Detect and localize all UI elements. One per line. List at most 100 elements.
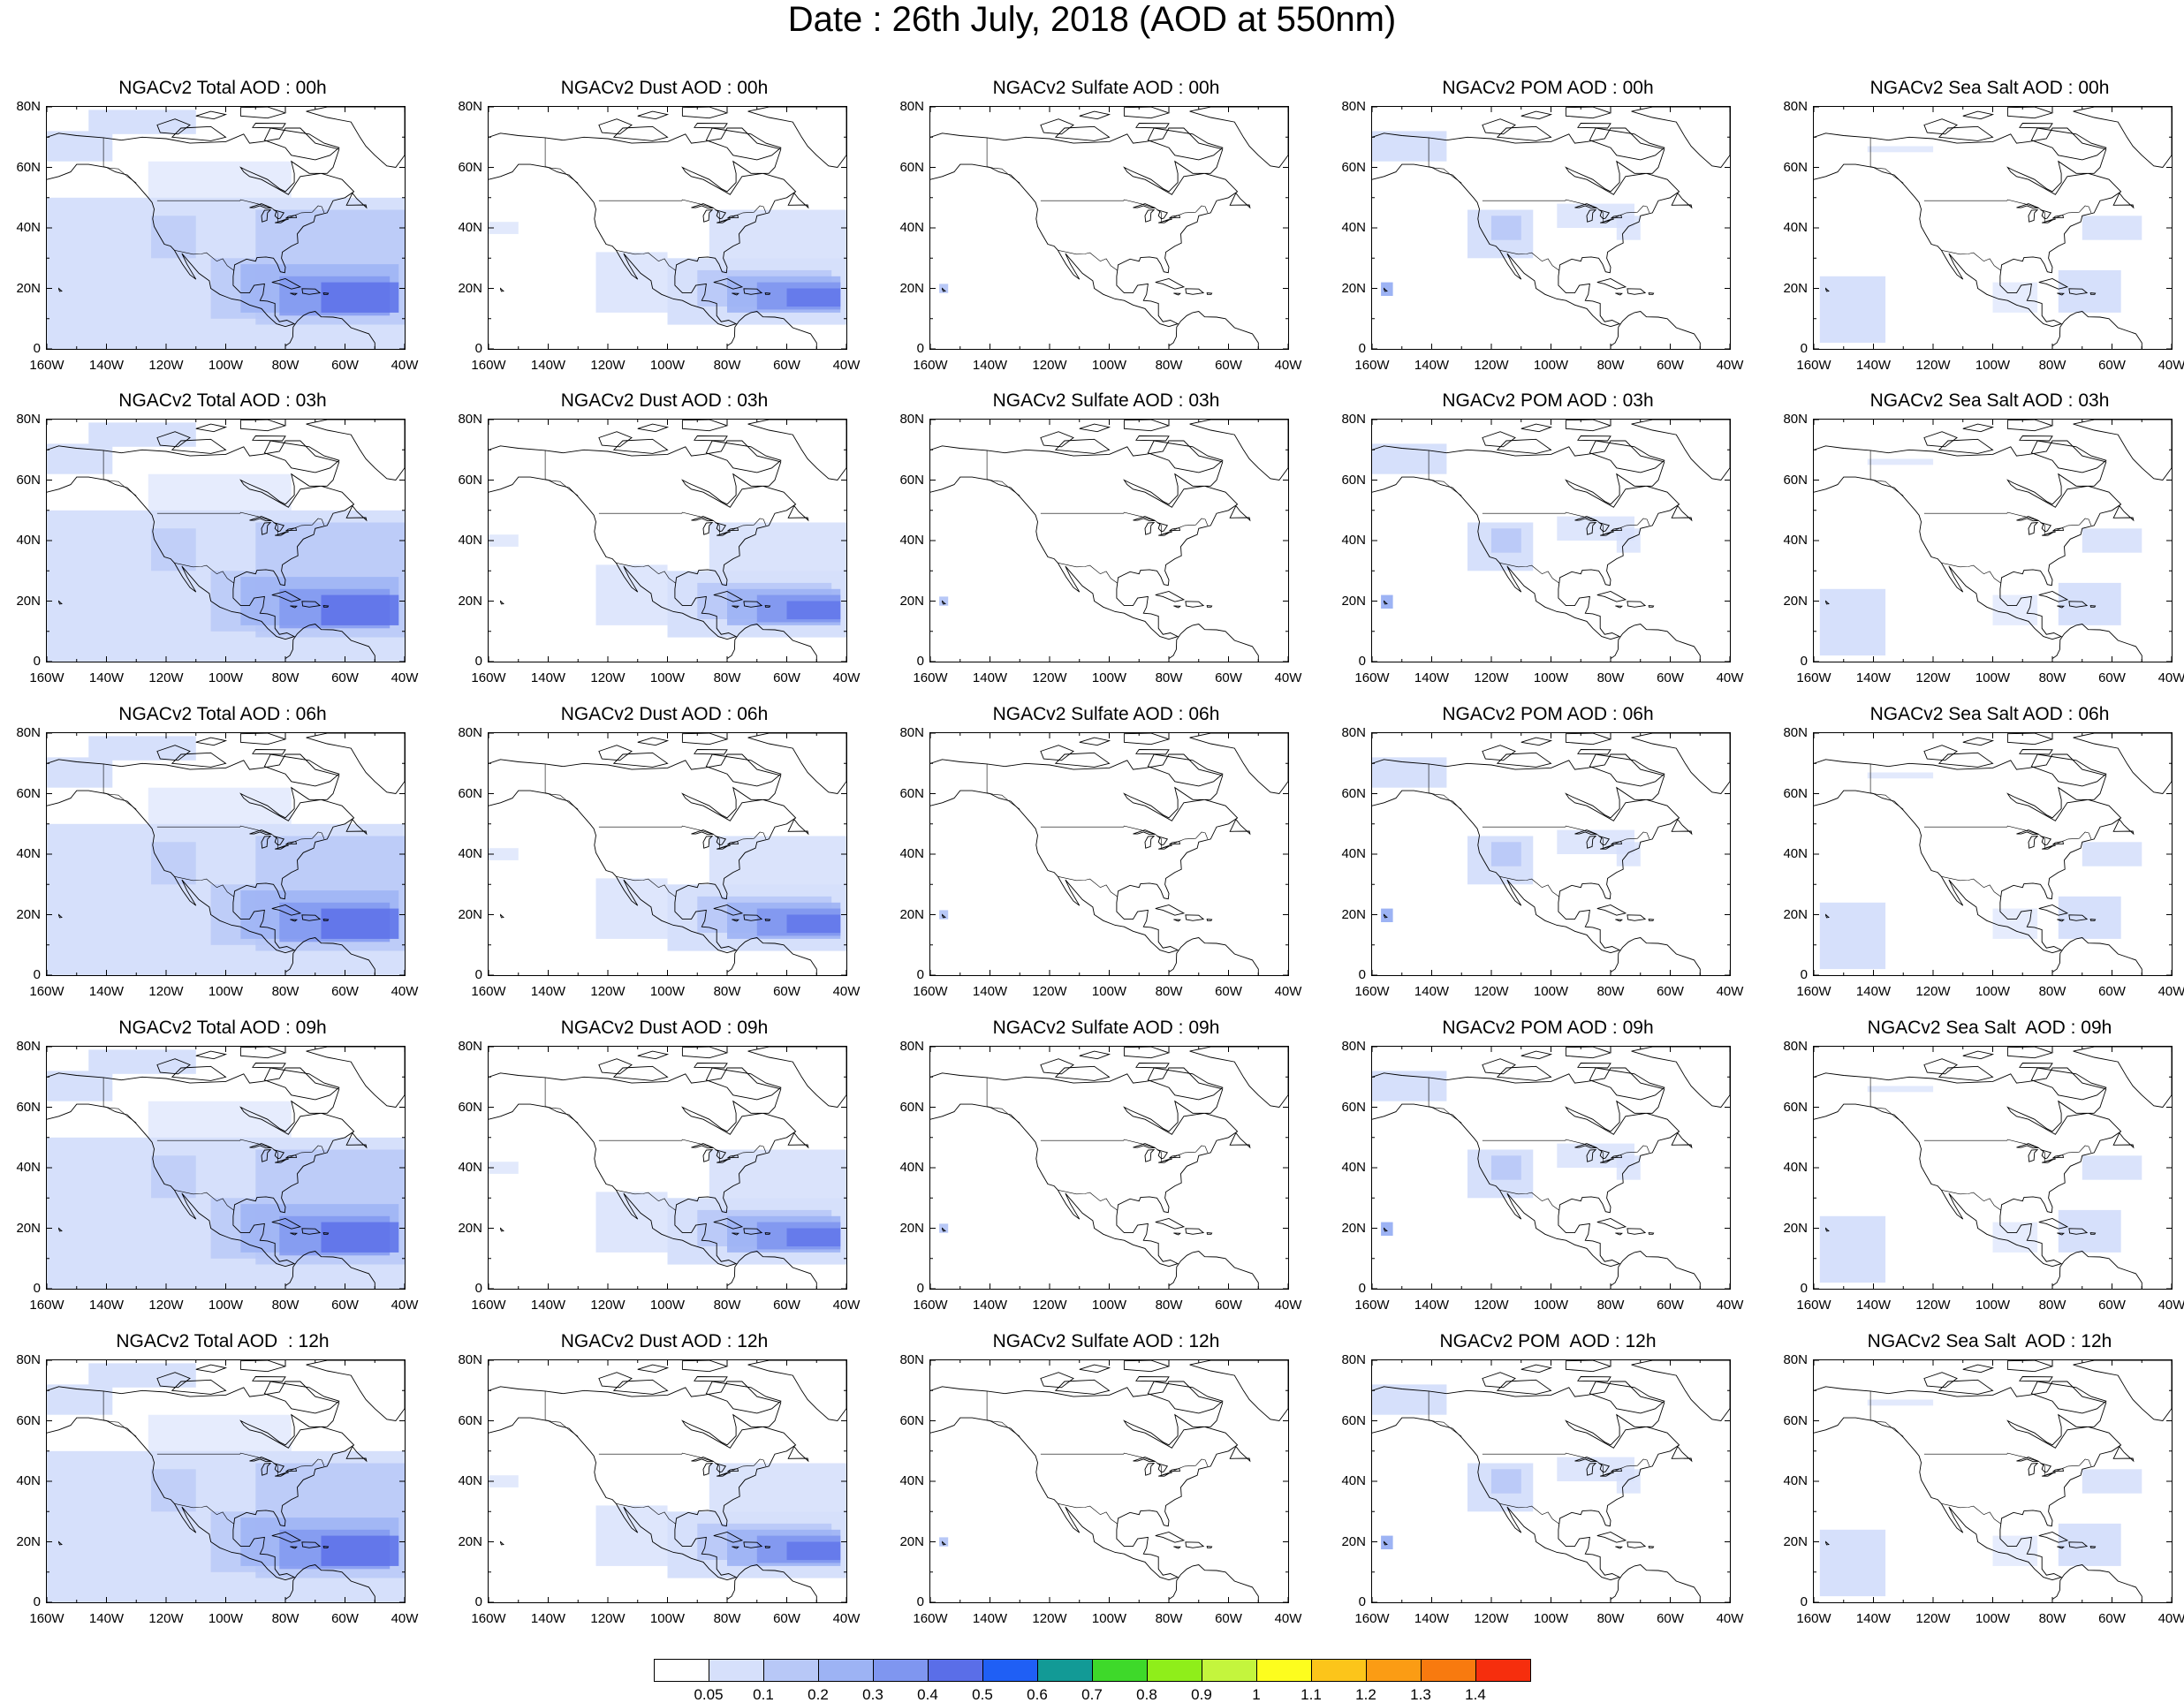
lat-tick-label: 40N — [458, 220, 482, 235]
panel-title: NGACv2 POM AOD : 09h — [1442, 1018, 1654, 1038]
lon-tick-label: 120W — [148, 984, 184, 999]
great-lake-outline — [1144, 208, 1156, 223]
country-borders — [1428, 137, 1650, 271]
axis-ticks — [1372, 420, 1730, 662]
country-borders — [1428, 763, 1650, 897]
aod-cell — [1867, 458, 1934, 465]
great-lake-outline — [1158, 218, 1172, 223]
south-america-coastline — [284, 624, 375, 662]
island-outline — [1135, 749, 1170, 755]
aod-cell — [2082, 528, 2142, 553]
lat-tick-label: 80N — [1341, 1039, 1366, 1054]
aod-cell — [1616, 1469, 1641, 1494]
lat-tick-label: 0 — [474, 341, 482, 356]
map-panel-sulfate: NGACv2 Sulfate AOD : 12h 80N 60N 40N 20N 0 160… — [885, 1329, 1301, 1626]
island-outline — [156, 431, 191, 448]
island-outline — [1648, 1232, 1655, 1235]
aod-cell — [151, 216, 196, 259]
aod-cell — [489, 1162, 519, 1174]
island-outline — [1589, 1381, 1665, 1414]
lat-tick-label: 80N — [899, 99, 924, 114]
lon-tick-label: 120W — [1032, 670, 1067, 685]
great-lake-outline — [1158, 531, 1172, 536]
island-outline — [1147, 1067, 1224, 1101]
great-lake-outline — [2040, 209, 2052, 220]
colorbar-label: 0.3 — [862, 1686, 883, 1703]
colorbar-label: 1.1 — [1301, 1686, 1322, 1703]
island-outline — [1147, 440, 1224, 473]
lat-tick-label: 20N — [16, 906, 41, 922]
coastlines — [47, 1047, 405, 1289]
south-america-coastline — [2051, 624, 2142, 662]
lon-tick-label: 40W — [1716, 1611, 1744, 1626]
north-america-coastline — [47, 440, 355, 640]
island-outline — [2068, 601, 2089, 608]
lon-tick-label: 80W — [713, 670, 741, 685]
great-lake-outline — [1158, 1472, 1172, 1477]
island-outline — [1482, 1058, 1516, 1075]
aod-cell — [595, 564, 668, 625]
axis-ticks — [47, 1047, 405, 1289]
lon-tick-label: 100W — [208, 1298, 244, 1313]
aod-cell — [2058, 269, 2121, 313]
island-outline — [2089, 605, 2097, 608]
island-outline — [1155, 278, 1186, 290]
island-outline — [1482, 431, 1516, 448]
figure-title: Date : 26th July, 2018 (AOD at 550nm) — [787, 0, 1397, 39]
island-outline — [1825, 1227, 1830, 1232]
lon-tick-label: 160W — [1796, 358, 1831, 373]
island-outline — [1648, 292, 1655, 295]
island-outline — [2057, 605, 2065, 609]
map-panel-seasalt: NGACv2 Sea Salt AOD : 12h 80N 60N 40N 20N 0 16… — [1769, 1329, 2184, 1626]
lon-tick-label: 80W — [1155, 358, 1183, 373]
lat-tick-label: 80N — [16, 1039, 41, 1054]
island-outline — [743, 288, 763, 295]
lon-tick-label: 140W — [1414, 358, 1450, 373]
country-border — [598, 1452, 767, 1476]
lon-tick-label: 140W — [1414, 984, 1450, 999]
island-outline — [1596, 591, 1627, 602]
lat-tick-label: 0 — [916, 967, 924, 982]
lon-tick-label: 40W — [2157, 1611, 2184, 1626]
great-lake-outline — [261, 1148, 272, 1162]
island-outline — [345, 1132, 368, 1149]
aod-shading — [47, 736, 405, 975]
island-outline — [637, 423, 670, 433]
island-outline — [1565, 420, 1612, 432]
lon-tick-label: 40W — [1716, 358, 1744, 373]
lon-tick-label: 60W — [1657, 984, 1684, 999]
map-frame — [1371, 419, 1731, 662]
lon-tick-label: 80W — [1596, 670, 1625, 685]
island-outline — [1648, 919, 1655, 921]
aod-cell — [489, 848, 519, 860]
country-border — [1869, 450, 1904, 496]
island-outline — [1923, 1058, 1958, 1075]
island-outline — [694, 1063, 728, 1069]
south-america-coastline — [726, 1251, 817, 1289]
island-outline — [500, 600, 504, 605]
island-outline — [1577, 749, 1611, 755]
lat-tick-label: 80N — [1783, 725, 1808, 740]
greenland-coastline — [1189, 1360, 1288, 1421]
country-borders — [544, 1077, 767, 1211]
great-lake-outline — [1574, 1457, 1597, 1463]
lat-tick-label: 20N — [1783, 593, 1808, 609]
lon-tick-label: 60W — [1657, 358, 1684, 373]
map-panel-pom: NGACv2 POM AOD : 12h 80N 60N 40N 20N 0 160W 140… — [1327, 1329, 1743, 1626]
island-outline — [787, 504, 809, 522]
lat-tick-label: 20N — [1783, 1533, 1808, 1549]
lon-tick-label: 80W — [271, 670, 300, 685]
greenland-coastline — [2073, 733, 2172, 794]
island-outline — [1496, 1065, 1552, 1081]
north-america-coastline — [930, 753, 1239, 954]
great-lake-outline — [261, 1462, 272, 1476]
island-outline — [2019, 1063, 2053, 1069]
great-lake-outline — [1600, 1158, 1614, 1163]
island-outline — [500, 1227, 504, 1232]
lat-tick-label: 80N — [1341, 412, 1366, 427]
aod-cell — [489, 222, 519, 234]
panel-title: NGACv2 Sea Salt AOD : 00h — [1869, 78, 2110, 98]
island-outline — [1825, 600, 1830, 605]
island-outline — [156, 1058, 191, 1075]
aod-shading — [1819, 146, 2142, 344]
